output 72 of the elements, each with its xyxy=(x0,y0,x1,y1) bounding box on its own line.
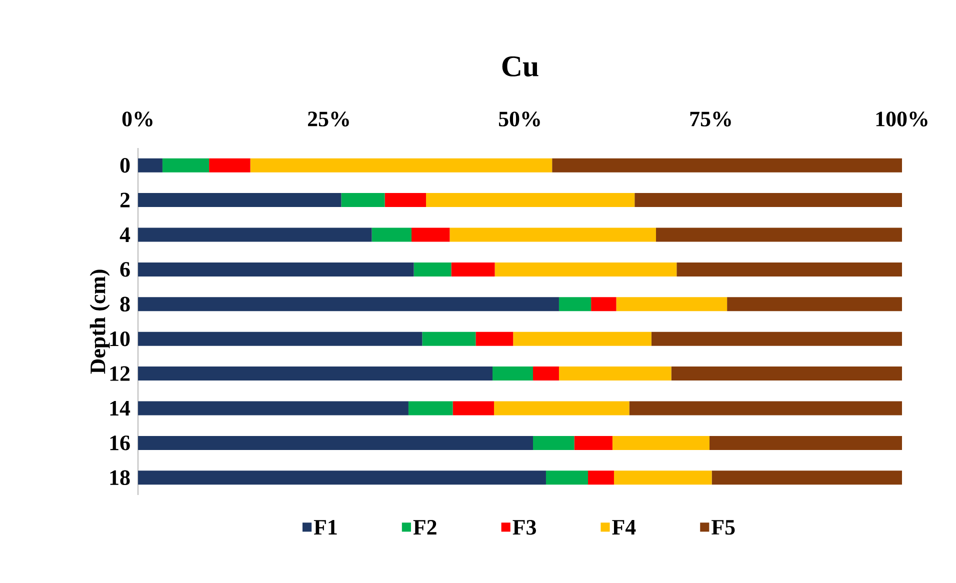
legend-label: F2 xyxy=(413,520,436,535)
bar xyxy=(412,228,450,242)
bar xyxy=(162,158,210,172)
bar xyxy=(494,401,630,416)
bar xyxy=(558,297,592,312)
bar xyxy=(209,158,250,172)
y-tick-label: 14 xyxy=(110,401,130,416)
bar xyxy=(341,193,385,208)
bar xyxy=(676,262,902,276)
bar xyxy=(384,193,426,208)
bar xyxy=(492,366,533,381)
x-tick-label: 50% xyxy=(498,112,540,126)
bar xyxy=(138,401,408,416)
bar xyxy=(532,366,559,381)
y-axis-title: Depth (cm) xyxy=(90,270,110,374)
bar xyxy=(651,332,902,346)
x-tick-label: 75% xyxy=(690,112,731,126)
bar xyxy=(612,436,710,450)
bar xyxy=(588,470,614,485)
bar xyxy=(656,228,902,242)
bar xyxy=(727,297,902,312)
bar xyxy=(414,262,452,276)
bar xyxy=(138,193,342,208)
legend-label: F4 xyxy=(612,520,636,534)
y-tick-label: 12 xyxy=(110,366,130,381)
bar xyxy=(451,262,495,276)
y-tick-label: 8 xyxy=(120,296,130,312)
bar xyxy=(671,366,902,381)
bar xyxy=(494,262,677,276)
bar xyxy=(138,228,372,242)
bar xyxy=(629,401,902,416)
bar xyxy=(614,470,712,485)
legend-label: F5 xyxy=(712,520,735,535)
bar xyxy=(138,470,546,485)
y-tick-label: 2 xyxy=(120,192,130,208)
bar xyxy=(709,436,902,450)
bar xyxy=(452,401,494,416)
y-tick-label: 16 xyxy=(110,436,130,450)
bar xyxy=(513,332,652,346)
bar xyxy=(250,158,552,172)
bar xyxy=(138,332,422,346)
bar xyxy=(546,470,588,485)
bar xyxy=(616,297,728,312)
bar xyxy=(450,228,656,242)
x-tick-label: 100% xyxy=(876,112,928,126)
bar xyxy=(558,366,672,381)
bar xyxy=(138,366,493,381)
bar xyxy=(574,436,612,450)
bar xyxy=(408,401,453,416)
y-tick-label: 4 xyxy=(120,228,130,242)
y-tick-label: 6 xyxy=(120,262,130,277)
bar xyxy=(532,436,574,450)
y-tick-label: 0 xyxy=(120,158,130,173)
x-tick-label: 25% xyxy=(308,112,349,126)
x-tick-label: 0% xyxy=(122,112,152,126)
bar xyxy=(712,470,902,485)
legend-label: F1 xyxy=(314,520,337,534)
bar xyxy=(372,228,412,242)
y-tick-label: 18 xyxy=(110,470,130,486)
bar xyxy=(591,297,616,312)
legend-label: F3 xyxy=(512,520,536,535)
bar xyxy=(476,332,514,346)
bar xyxy=(138,436,533,450)
chart-title: Cu xyxy=(502,56,538,76)
bar xyxy=(138,297,559,312)
bar xyxy=(426,193,635,208)
bar xyxy=(138,158,162,172)
bar xyxy=(552,158,902,172)
bar xyxy=(138,262,414,276)
bar xyxy=(422,332,476,346)
y-tick-label: 10 xyxy=(110,331,130,346)
bar xyxy=(634,193,902,208)
